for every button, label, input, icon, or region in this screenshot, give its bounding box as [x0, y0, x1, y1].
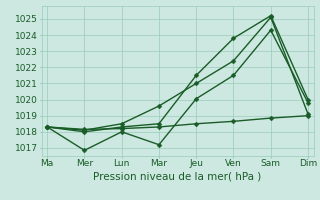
- X-axis label: Pression niveau de la mer( hPa ): Pression niveau de la mer( hPa ): [93, 171, 262, 181]
